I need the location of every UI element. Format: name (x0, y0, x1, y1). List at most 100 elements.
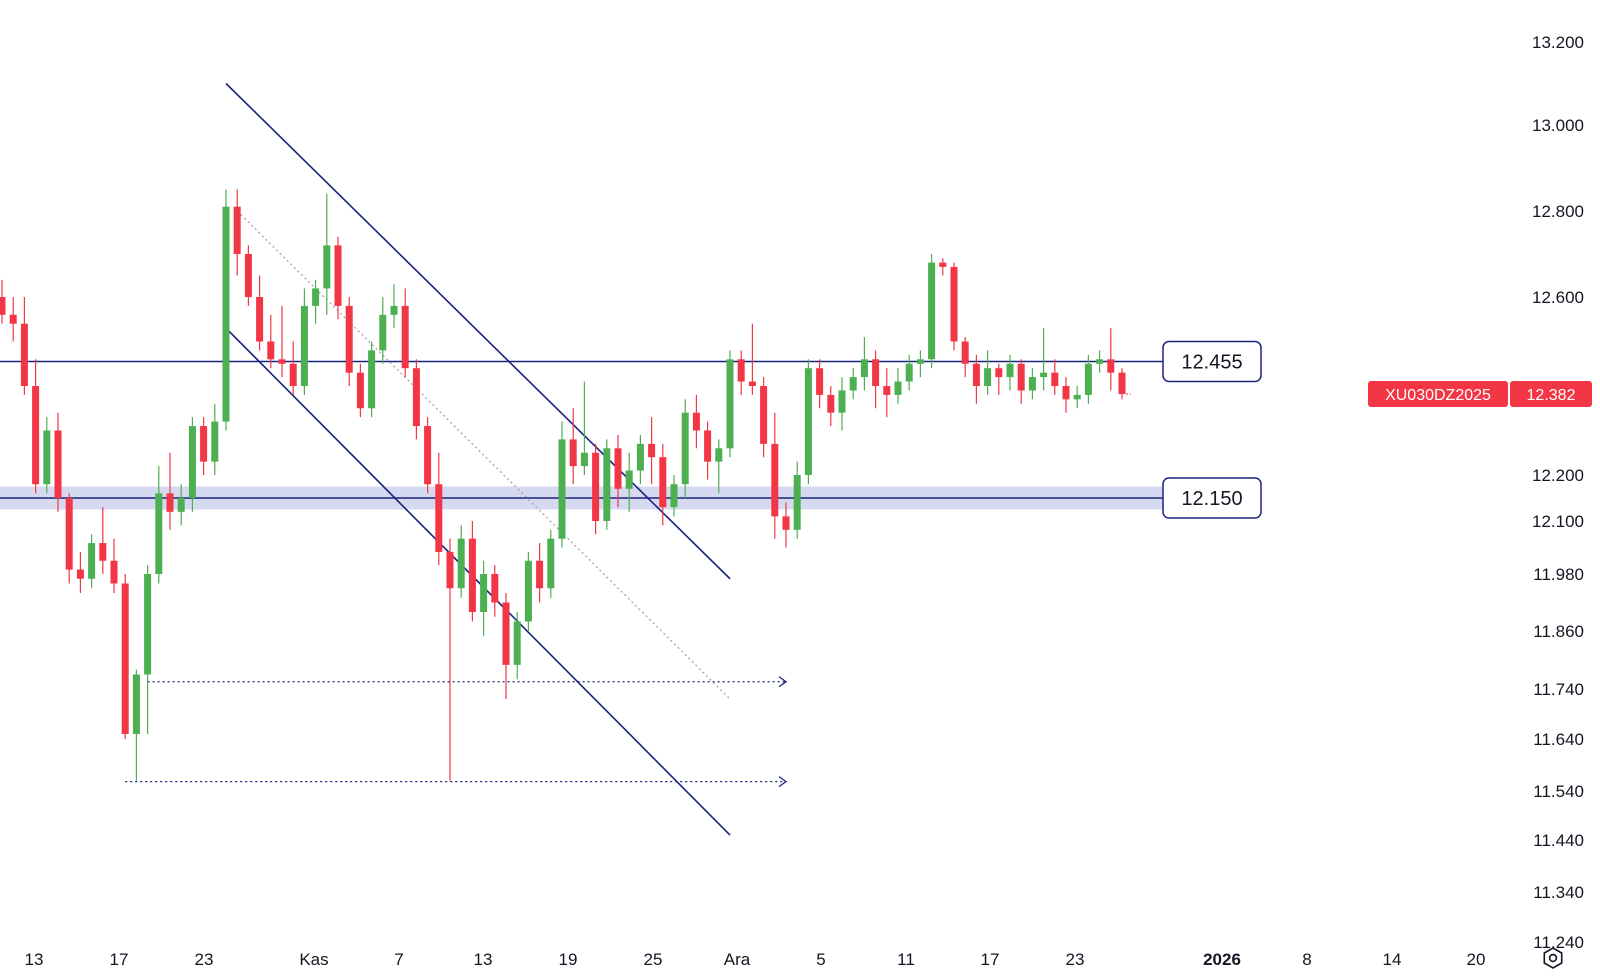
candle (43, 417, 51, 494)
candle (580, 381, 588, 475)
candle (356, 363, 364, 418)
candle (748, 323, 756, 395)
trendlines (225, 82, 731, 836)
level-labels[interactable]: 12.455 12.150 (1162, 340, 1262, 519)
candle (659, 443, 667, 526)
candle (323, 193, 331, 315)
trendline (225, 82, 731, 580)
candle (144, 565, 152, 734)
candle (524, 551, 532, 631)
candle (804, 359, 812, 485)
candle (233, 189, 241, 276)
candle (0, 279, 6, 324)
candle (155, 466, 163, 584)
candle (894, 368, 902, 404)
candle (76, 551, 84, 593)
candle (603, 439, 611, 530)
candle (670, 475, 678, 517)
candle (905, 354, 913, 391)
candle (816, 359, 824, 409)
candle (200, 417, 208, 475)
level-label-box[interactable] (1162, 477, 1262, 519)
x-tick-label: Kas (299, 950, 328, 969)
candle (614, 434, 622, 508)
candle (9, 297, 17, 342)
candle (793, 461, 801, 539)
candle (939, 258, 947, 276)
candle (390, 284, 398, 329)
candle (681, 399, 689, 498)
candle (692, 394, 700, 449)
candle (256, 275, 264, 351)
candle (334, 236, 342, 320)
candle (592, 443, 600, 535)
x-tick-label: 20 (1467, 950, 1486, 969)
candle (737, 350, 745, 395)
candle (345, 297, 353, 386)
candle (65, 493, 73, 584)
candle (558, 421, 566, 548)
y-tick-label: 11.440 (1533, 831, 1584, 850)
trendline (236, 210, 731, 700)
candle (480, 560, 488, 636)
candle (54, 412, 62, 512)
y-tick-label: 11.860 (1533, 622, 1584, 641)
candle (782, 502, 790, 548)
candle (244, 245, 252, 306)
symbol-label: XU030DZ2025 (1385, 387, 1491, 404)
candle (457, 525, 465, 598)
y-tick-label: 11.340 (1533, 883, 1584, 902)
candle (1084, 354, 1092, 404)
y-tick-label: 11.540 (1533, 782, 1584, 801)
candle (177, 484, 185, 526)
y-tick-label: 13.000 (1532, 116, 1584, 135)
candle (110, 538, 118, 593)
candle (1017, 359, 1025, 404)
x-tick-label: 2026 (1203, 950, 1241, 969)
candle (648, 417, 656, 485)
y-tick-label: 11.240 (1533, 933, 1584, 952)
candle (491, 565, 499, 617)
candle (1073, 386, 1081, 409)
candle (984, 350, 992, 395)
x-tick-label: 17 (110, 950, 129, 969)
x-tick-label: 19 (559, 950, 578, 969)
candle (32, 359, 40, 494)
y-tick-label: 12.600 (1532, 288, 1584, 307)
candle (569, 408, 577, 485)
level-label-box[interactable] (1162, 340, 1262, 383)
candle (1006, 354, 1014, 391)
y-axis[interactable]: 13.200 13.000 12.800 12.600 12.200 12.100 11.9… (1532, 33, 1584, 952)
x-axis[interactable]: 13 17 23 Kas 7 13 19 25 Ara 5 11 17 23 2026 8 14 20 (25, 950, 1486, 969)
y-tick-label: 12.100 (1532, 512, 1584, 531)
candle (424, 417, 432, 494)
candle (1040, 328, 1048, 391)
candle (99, 507, 107, 574)
candle (401, 288, 409, 378)
x-tick-label: 13 (25, 950, 44, 969)
y-tick-label: 11.640 (1533, 730, 1584, 749)
chart-settings-icon[interactable] (1543, 947, 1563, 969)
candle (1062, 377, 1070, 413)
candle (547, 529, 555, 598)
x-tick-label: 25 (644, 950, 663, 969)
candle (20, 297, 28, 395)
candle (950, 262, 958, 351)
trendline (225, 327, 731, 836)
projection-arrows (125, 676, 788, 788)
candle (468, 521, 476, 622)
candle (289, 341, 297, 395)
y-tick-label: 12.800 (1532, 202, 1584, 221)
candle (513, 612, 521, 680)
candle (267, 314, 275, 369)
y-tick-label: 12.200 (1532, 466, 1584, 485)
x-tick-label: 5 (816, 950, 825, 969)
candle (300, 288, 308, 395)
candle (1096, 350, 1104, 373)
candles (0, 189, 1131, 781)
candle (1118, 368, 1126, 400)
symbol-tag-bg (1368, 381, 1508, 407)
candle (536, 543, 544, 603)
x-tick-label: 23 (1066, 950, 1085, 969)
